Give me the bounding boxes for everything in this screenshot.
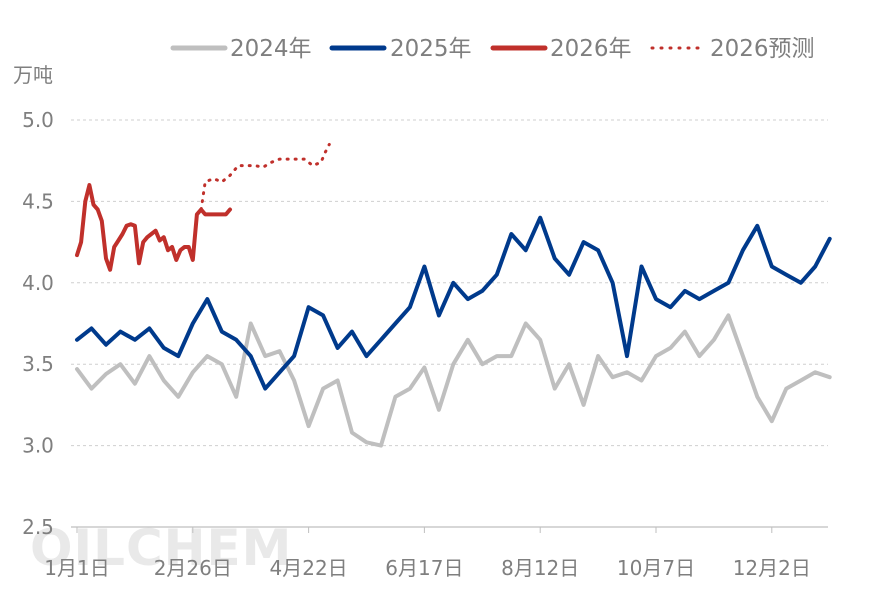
gridlines [71,119,828,447]
x-tick-label: 8月12日 [501,556,579,580]
x-tick-label: 12月2日 [733,556,811,580]
x-tick-label: 6月17日 [385,556,463,580]
legend: 2024年 2025年 2026年 2026预测 [170,36,815,62]
axes: 5.0 4.5 4.0 3.5 3.0 2.5 1月1日 2月26日 4月22日 6月17日 8月1… [22,108,828,580]
x-tick-label: 10月7日 [617,556,695,580]
legend-label: 2026年 [550,36,632,62]
y-tick-label: 4.0 [22,271,54,295]
x-tick-label: 2月26日 [154,556,232,580]
x-tick-label: 1月1日 [44,556,109,580]
legend-label: 2025年 [390,36,472,62]
series-line-1 [75,313,832,448]
watermark: OILCHEM [30,519,292,577]
y-tick-label: 2.5 [22,515,54,539]
series-layer [75,142,832,448]
series-line-3 [75,183,232,272]
series-line-2 [75,215,832,391]
y-tick-label: 3.5 [22,352,54,376]
y-tick-label: 3.0 [22,434,54,458]
series-line-4 [199,142,331,211]
legend-label: 2024年 [230,36,312,62]
x-tick-label: 4月22日 [270,556,348,580]
y-tick-label: 5.0 [22,108,54,132]
watermark-text: OILCHEM [30,519,292,577]
y-axis-unit-label: 万吨 [13,63,53,87]
y-tick-label: 4.5 [22,189,54,213]
legend-label: 2026预测 [710,36,815,62]
